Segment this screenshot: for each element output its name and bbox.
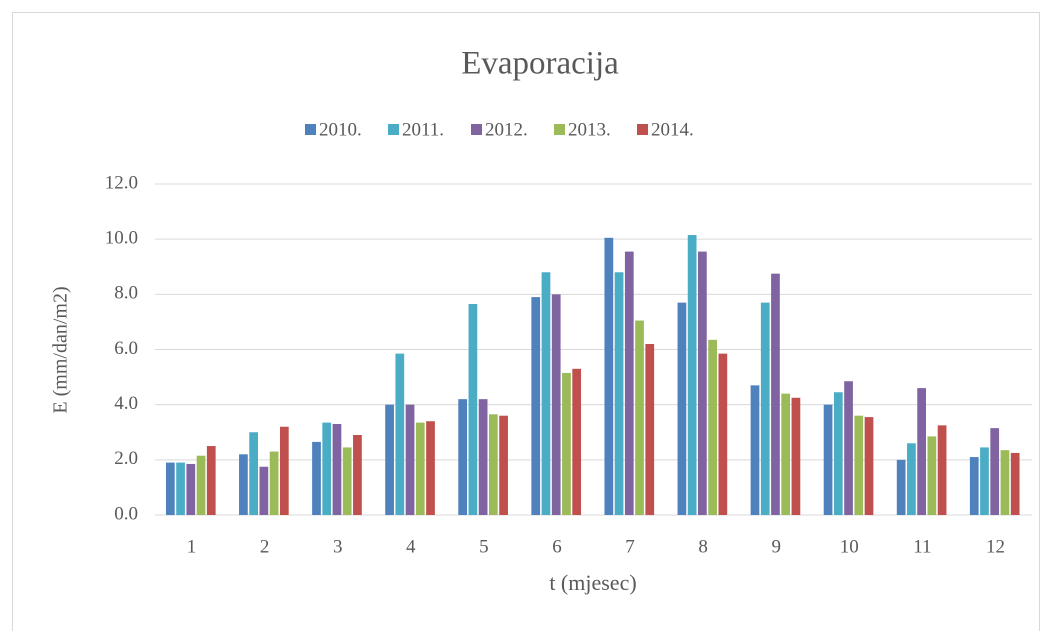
x-tick-label: 6: [552, 536, 562, 557]
bar: [781, 393, 791, 515]
legend-swatch: [471, 124, 482, 135]
bar: [269, 451, 279, 515]
bar: [896, 459, 906, 515]
x-tick-label: 10: [840, 536, 859, 557]
legend-swatch: [388, 124, 399, 135]
bar: [823, 404, 833, 515]
bar: [186, 463, 196, 515]
bar: [645, 343, 655, 515]
legend-label: 2010.: [319, 119, 362, 140]
y-tick-label: 0.0: [114, 503, 138, 524]
bar: [1000, 450, 1010, 515]
bar: [750, 385, 760, 515]
bar: [426, 421, 435, 515]
bar: [635, 320, 644, 515]
bar: [468, 303, 478, 515]
bar: [259, 466, 269, 515]
bar: [937, 425, 947, 515]
bar: [353, 435, 362, 515]
bar: [488, 414, 498, 515]
y-tick-label: 10.0: [105, 228, 138, 249]
bar: [990, 428, 1000, 515]
bar: [531, 297, 541, 515]
bar: [342, 447, 352, 515]
bar: [196, 455, 206, 515]
bar: [572, 368, 582, 515]
y-tick-label: 4.0: [114, 393, 138, 414]
bar: [1010, 452, 1020, 515]
bar: [312, 441, 321, 515]
legend-label: 2014.: [651, 119, 694, 140]
bar: [760, 302, 770, 515]
legend-label: 2011.: [402, 119, 444, 140]
bar: [165, 462, 175, 515]
bar: [771, 273, 780, 515]
bar: [614, 272, 624, 515]
x-tick-label: 11: [913, 536, 931, 557]
bar: [624, 251, 634, 515]
bar: [206, 446, 216, 515]
bar: [239, 454, 248, 515]
bar: [677, 302, 687, 515]
y-tick-label: 12.0: [105, 172, 138, 193]
bar: [864, 417, 874, 515]
bar: [844, 381, 853, 515]
bar: [541, 272, 551, 515]
bar: [499, 415, 508, 515]
legend-swatch: [305, 124, 316, 135]
chart-frame: [12, 12, 1040, 631]
x-tick-label: 12: [986, 536, 1005, 557]
bar: [687, 235, 697, 515]
bar: [249, 432, 259, 515]
bar: [708, 339, 717, 515]
y-tick-label: 8.0: [114, 283, 138, 304]
legend-label: 2012.: [485, 119, 528, 140]
bar: [980, 447, 989, 515]
bar: [562, 372, 571, 515]
bar: [907, 443, 916, 515]
bar: [917, 388, 926, 515]
x-tick-label: 3: [333, 536, 343, 557]
x-tick-label: 7: [625, 536, 635, 557]
bar: [791, 397, 801, 515]
y-axis-label: E (mm/dan/m2): [50, 286, 72, 413]
x-tick-label: 2: [260, 536, 270, 557]
bar: [604, 237, 614, 515]
bar: [332, 423, 342, 515]
legend-label: 2013.: [568, 119, 611, 140]
legend-swatch: [637, 124, 648, 135]
y-tick-label: 6.0: [114, 338, 138, 359]
x-tick-label: 5: [479, 536, 489, 557]
bar: [279, 426, 289, 515]
bar: [395, 353, 405, 515]
chart-title: Evaporacija: [461, 46, 619, 82]
x-tick-label: 8: [698, 536, 708, 557]
bar: [551, 294, 561, 515]
bar: [718, 353, 728, 515]
x-tick-label: 4: [406, 536, 416, 557]
x-tick-label: 9: [771, 536, 781, 557]
bar: [833, 392, 843, 515]
x-tick-label: 1: [187, 536, 197, 557]
bar: [927, 436, 937, 515]
bar: [176, 462, 185, 515]
bar: [415, 422, 425, 515]
y-tick-label: 2.0: [114, 448, 138, 469]
bar: [478, 399, 488, 515]
bar: [969, 457, 979, 515]
bar: [854, 415, 864, 515]
bar: [458, 399, 468, 515]
bar: [385, 404, 394, 515]
bar: [698, 251, 707, 515]
x-axis-label: t (mjesec): [549, 570, 636, 595]
bar: [405, 404, 415, 515]
legend-swatch: [554, 124, 565, 135]
bar: [322, 422, 332, 515]
